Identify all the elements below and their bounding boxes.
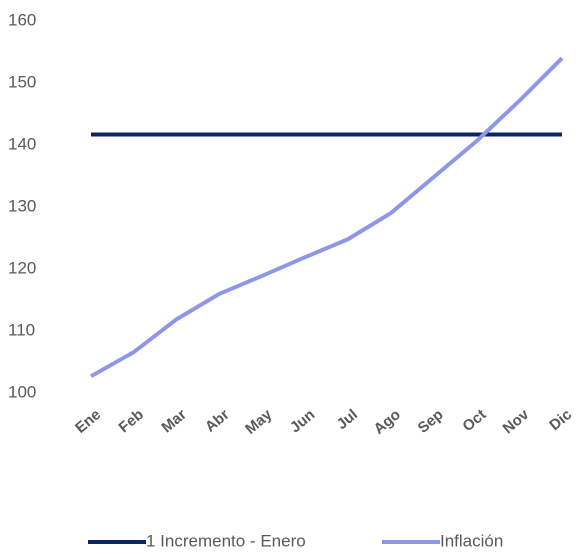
x-tick-label: Jun [287,406,318,436]
line-series [90,56,564,379]
x-tick-label: Abr [202,406,233,436]
x-tick-label: Ene [72,406,104,437]
x-tick-label: Nov [500,406,533,438]
y-tick-label: 160 [8,10,36,29]
y-tick-label: 140 [8,134,36,153]
x-tick-label: Jul [333,406,361,433]
x-tick-label: Ago [371,406,404,438]
x-tick-label: Mar [158,406,189,436]
x-tick-label: Oct [459,406,489,435]
x-tick-label: Feb [116,406,147,436]
y-tick-label: 110 [8,320,35,339]
y-tick-label: 100 [8,382,36,401]
y-tick-label: 150 [8,72,36,91]
y-tick-label: 120 [8,258,36,277]
legend-label: Inflación [440,531,503,550]
y-tick-label: 130 [8,196,36,215]
legend-label: 1 Incremento - Enero [146,531,306,550]
x-tick-label: Dic [546,406,575,434]
x-tick-label: May [242,406,276,438]
x-tick-label: Sep [415,406,447,437]
